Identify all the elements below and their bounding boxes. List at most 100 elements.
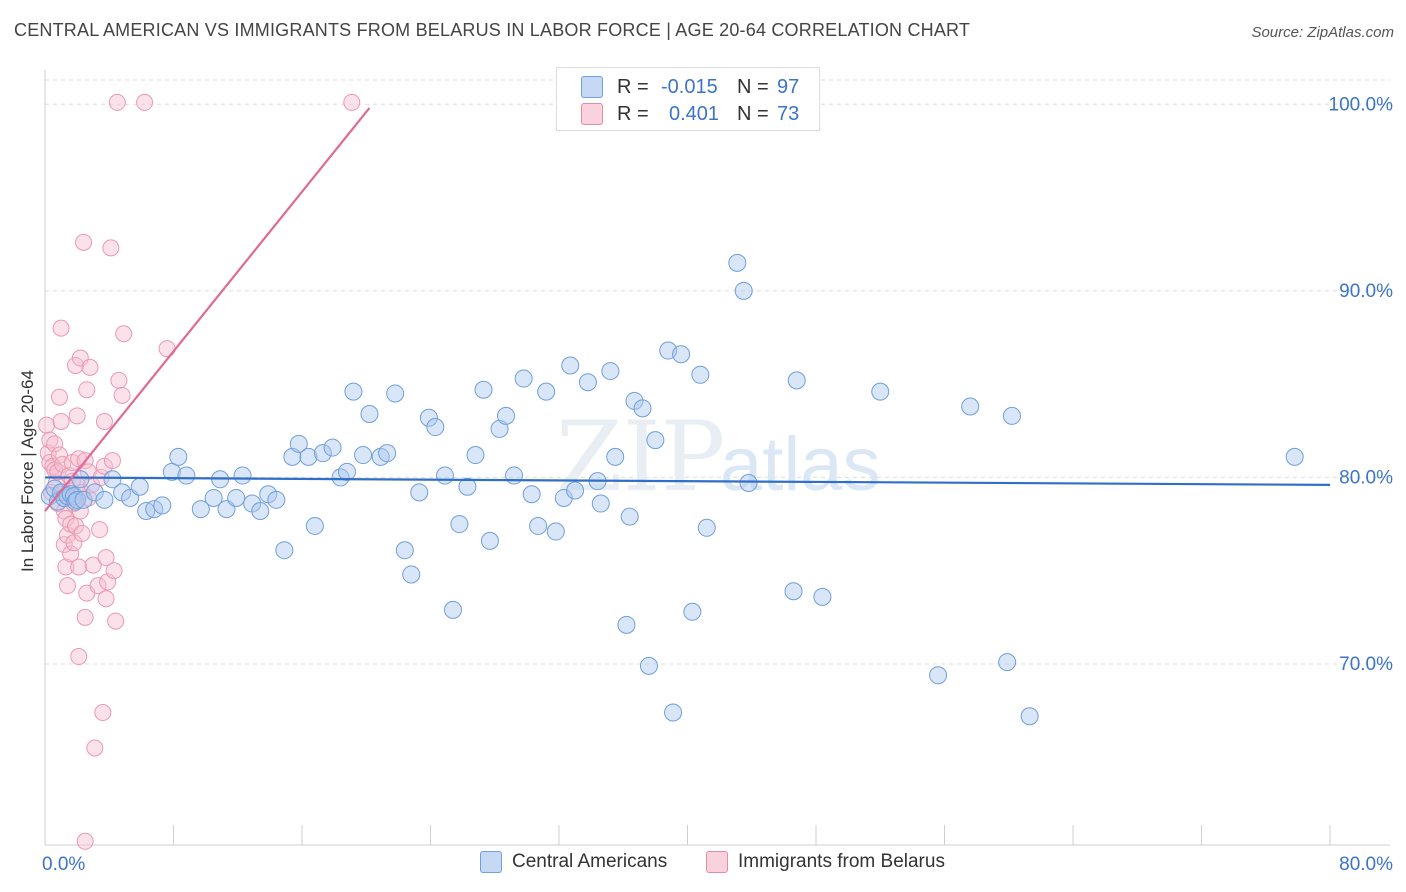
legend-label: Central Americans [512, 851, 668, 872]
r-value: 0.401 [669, 102, 720, 125]
data-point-belarus [52, 412, 70, 430]
series-central-americans [40, 253, 1304, 726]
data-point-central-americans [419, 408, 438, 427]
trend-line-belarus [44, 107, 371, 512]
data-point-belarus [91, 521, 109, 539]
data-point-central-americans [354, 446, 373, 465]
data-point-belarus [76, 608, 94, 626]
y-tick-label: 90.0% [1339, 281, 1393, 302]
data-point-central-americans [787, 371, 806, 390]
data-point-central-americans [169, 447, 188, 466]
data-point-belarus [84, 556, 102, 574]
data-point-central-americans [95, 490, 114, 509]
data-point-central-americans [283, 447, 302, 466]
data-point-central-americans [697, 518, 716, 537]
data-point-central-americans [204, 488, 223, 507]
data-point-belarus [115, 325, 133, 343]
data-point-central-americans [162, 462, 181, 481]
data-point-central-americans [728, 253, 747, 272]
n-value: 73 [777, 102, 800, 125]
legend-item-central-americans: Central Americans [480, 851, 667, 873]
data-point-central-americans [578, 373, 597, 392]
data-point-central-americans [566, 481, 585, 500]
data-point-central-americans [1002, 406, 1021, 425]
watermark-zip: ZIP [556, 401, 725, 513]
data-point-central-americans [929, 666, 948, 685]
data-point-central-americans [664, 703, 683, 722]
data-point-central-americans [961, 397, 980, 416]
data-point-central-americans [639, 656, 658, 675]
y-tick-label: 70.0% [1339, 654, 1393, 675]
data-point-central-americans [305, 516, 324, 535]
data-point-central-americans [443, 600, 462, 619]
data-point-central-americans [1020, 707, 1039, 726]
data-point-central-americans [537, 382, 556, 401]
data-point-belarus [108, 93, 126, 111]
y-tick-label: 80.0% [1339, 467, 1393, 488]
data-point-central-americans [323, 438, 342, 457]
series-immigrants-from-belarus [38, 93, 361, 850]
tick-labels: 70.0% 80.0% 90.0% 100.0% 0.0% 80.0% [42, 94, 1393, 875]
legend-swatch-blue [581, 76, 603, 98]
data-point-belarus [81, 358, 99, 376]
legend-label: Immigrants from Belarus [738, 851, 945, 872]
legend-row-belarus: R = 0.401 N = 73 [581, 102, 799, 126]
data-point-central-americans [646, 431, 665, 450]
r-label: R = [617, 75, 649, 98]
data-point-belarus [86, 739, 104, 757]
data-point-belarus [46, 435, 64, 453]
n-label: N = [737, 75, 769, 98]
data-point-belarus [50, 446, 68, 464]
data-point-central-americans [505, 466, 524, 485]
data-point-central-americans [633, 399, 652, 418]
data-point-belarus [38, 416, 56, 434]
data-point-central-americans [360, 404, 379, 423]
data-point-belarus [71, 502, 89, 520]
source-label: Source: ZipAtlas.com [1251, 24, 1394, 41]
data-point-belarus [62, 545, 80, 563]
data-point-central-americans [591, 494, 610, 513]
data-point-belarus [78, 381, 96, 399]
data-point-central-americans [410, 483, 429, 502]
trend-line-central-americans [44, 476, 1331, 486]
data-point-central-americans [546, 522, 565, 541]
data-point-central-americans [474, 380, 493, 399]
data-point-central-americans [289, 434, 308, 453]
data-point-central-americans [1285, 447, 1304, 466]
data-point-central-americans [177, 466, 196, 485]
data-point-central-americans [490, 419, 509, 438]
data-point-central-americans [85, 483, 104, 502]
data-point-belarus [105, 562, 123, 580]
correlation-legend: R = -0.015 N = 97 R = 0.401 N = 73 [556, 67, 820, 131]
data-point-belarus [89, 577, 107, 595]
data-point-central-americans [153, 496, 172, 515]
data-point-belarus [68, 407, 86, 425]
data-point-central-americans [233, 466, 252, 485]
legend-item-belarus: Immigrants from Belarus [706, 851, 945, 873]
data-point-central-americans [683, 602, 702, 621]
data-point-central-americans [402, 565, 421, 584]
watermark-atlas: atlas [720, 422, 881, 507]
data-point-central-americans [466, 446, 485, 465]
data-point-central-americans [784, 582, 803, 601]
data-point-central-americans [691, 365, 710, 384]
data-point-central-americans [739, 474, 758, 493]
data-point-belarus [70, 648, 88, 666]
data-point-central-americans [435, 466, 454, 485]
data-point-belarus [75, 233, 93, 251]
data-point-central-americans [191, 500, 210, 519]
data-point-central-americans [275, 541, 294, 560]
data-point-central-americans [378, 444, 397, 463]
data-point-belarus [73, 524, 91, 542]
data-point-central-americans [998, 653, 1017, 672]
legend-swatch-pink [706, 851, 728, 873]
data-point-central-americans [871, 382, 890, 401]
data-point-central-americans [620, 507, 639, 526]
data-point-central-americans [601, 362, 620, 381]
data-point-belarus [343, 93, 361, 111]
data-point-central-americans [514, 369, 533, 388]
data-point-central-americans [386, 384, 405, 403]
data-point-central-americans [450, 515, 469, 534]
legend-row-central-americans: R = -0.015 N = 97 [581, 75, 799, 99]
